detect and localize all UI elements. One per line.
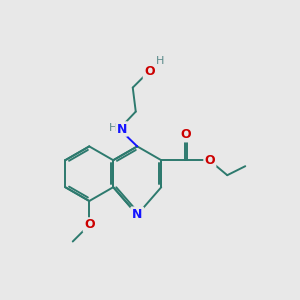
Text: H: H — [109, 123, 117, 134]
Text: O: O — [205, 154, 215, 167]
Text: H: H — [156, 56, 164, 66]
Text: O: O — [144, 65, 154, 78]
Text: O: O — [180, 128, 190, 141]
Text: N: N — [116, 122, 127, 136]
Text: O: O — [84, 218, 94, 232]
Text: N: N — [132, 208, 142, 221]
